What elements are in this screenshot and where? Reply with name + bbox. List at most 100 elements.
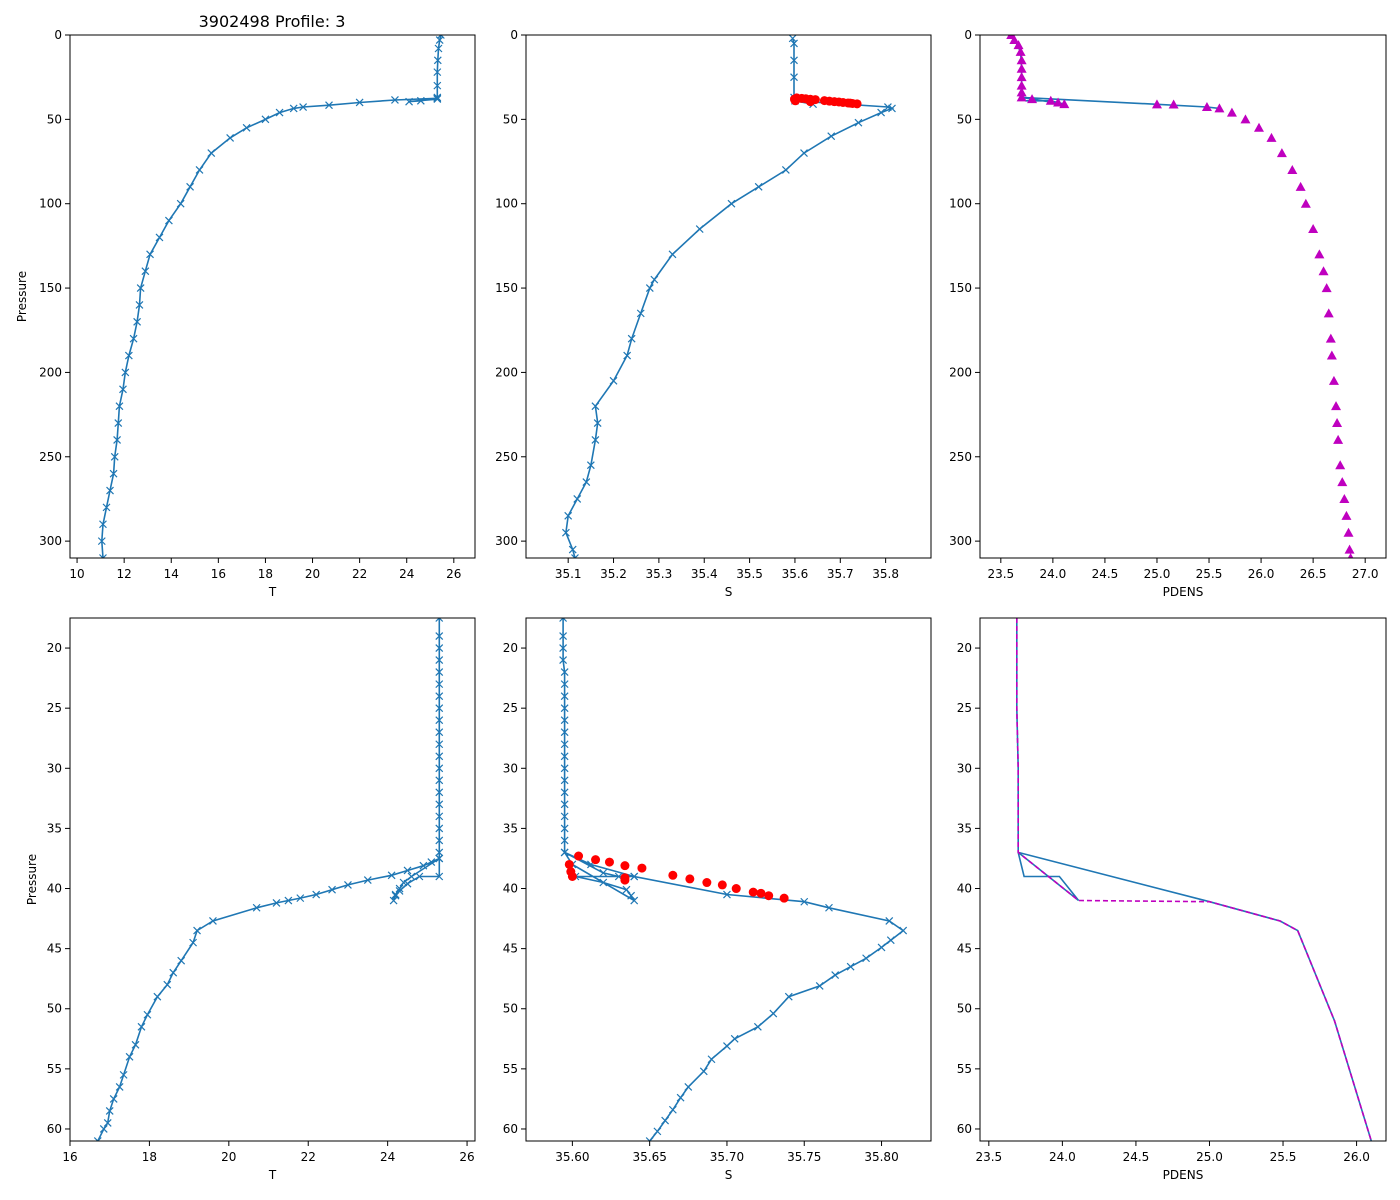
series-line: [100, 35, 442, 558]
y-tick-label: 300: [495, 534, 518, 548]
x-tick-label: 22: [301, 1150, 316, 1164]
data-point-x: [800, 149, 808, 158]
y-tick-label: 60: [47, 1122, 62, 1136]
data-point-x: [387, 871, 396, 880]
data-point-x: [645, 1137, 654, 1141]
data-point-x: [363, 876, 372, 885]
data-point-x: [591, 435, 600, 444]
x-tick-label: 18: [142, 1150, 157, 1164]
data-point-x: [435, 752, 444, 761]
plot-area: [559, 618, 908, 1141]
data-point-x: [102, 503, 111, 512]
x-tick-label: 25.5: [1270, 1150, 1297, 1164]
flagged-point: [852, 99, 862, 109]
data-point-x: [435, 716, 444, 725]
data-point-x: [131, 1040, 140, 1049]
data-point-x: [825, 903, 833, 912]
x-tick-label: 24.5: [1092, 567, 1119, 581]
data-point-triangle: [1013, 40, 1024, 50]
data-point-x: [407, 872, 416, 881]
x-tick-label: 25.0: [1144, 567, 1171, 581]
data-point-x: [877, 108, 886, 117]
data-point-x: [124, 351, 133, 360]
x-tick-label: 20: [221, 1150, 236, 1164]
data-point-x: [707, 1055, 716, 1064]
data-point-x: [433, 94, 442, 103]
data-point-x: [630, 896, 639, 905]
y-tick-label: 30: [503, 761, 518, 775]
series-t: [93, 618, 444, 1141]
x-tick-label: 35.60: [555, 1150, 589, 1164]
x-tick-label: 23.5: [975, 1150, 1002, 1164]
y-tick-label: 200: [495, 365, 518, 379]
data-point-triangle: [1168, 99, 1179, 109]
data-point-triangle: [1300, 198, 1311, 208]
data-point-x: [560, 812, 569, 821]
data-point-x: [135, 301, 144, 309]
data-point-x: [815, 981, 824, 990]
data-point-x: [177, 956, 186, 965]
data-point-x: [784, 992, 793, 1001]
data-point-x: [242, 123, 251, 132]
data-point-triangle: [1321, 283, 1332, 293]
data-point-x: [599, 868, 608, 877]
plot-area: [1016, 618, 1373, 1141]
data-point-x: [143, 1010, 152, 1019]
data-point-x: [636, 309, 645, 318]
y-tick-label: 45: [957, 942, 972, 956]
data-point-x: [389, 896, 398, 905]
y-tick-label: 50: [503, 1002, 518, 1016]
x-tick-label: 26: [459, 1150, 474, 1164]
data-point-x: [573, 495, 582, 503]
data-point-triangle: [1318, 266, 1329, 276]
plot-area: [97, 35, 445, 558]
data-point-x: [560, 668, 569, 677]
data-point-x: [560, 692, 569, 701]
y-tick-label: 100: [949, 197, 972, 211]
x-axis-label: S: [725, 585, 733, 599]
data-point-x: [129, 334, 138, 343]
data-point-x: [591, 402, 600, 411]
data-point-triangle: [1295, 181, 1306, 191]
data-point-x: [415, 872, 424, 881]
y-tick-label: 20: [47, 641, 62, 655]
plot-area: [93, 618, 444, 1141]
data-point-x: [99, 554, 107, 558]
data-point-x: [163, 980, 172, 989]
x-tick-label: 25.5: [1196, 567, 1223, 581]
data-point-triangle: [1325, 333, 1336, 343]
data-point-x: [790, 39, 798, 48]
data-point-x: [435, 692, 444, 701]
x-tick-label: 24: [399, 567, 414, 581]
y-tick-label: 150: [949, 281, 972, 295]
data-point-x: [571, 554, 579, 558]
data-point-x: [435, 788, 444, 797]
data-point-x: [586, 461, 595, 470]
y-tick-label: 20: [503, 641, 518, 655]
data-point-triangle: [1287, 164, 1298, 174]
data-point-triangle: [1015, 46, 1026, 56]
y-tick-label: 50: [503, 112, 518, 126]
data-point-x: [186, 182, 195, 191]
data-point-x: [109, 469, 118, 478]
data-point-x: [661, 1116, 670, 1125]
y-tick-label: 300: [949, 534, 972, 548]
x-tick-label: 20: [305, 567, 320, 581]
data-point-x: [435, 632, 444, 640]
data-point-x: [599, 878, 608, 887]
x-tick-label: 14: [164, 567, 179, 581]
series-pdens: [1006, 35, 1355, 558]
y-tick-label: 55: [503, 1062, 518, 1076]
data-point-x: [146, 250, 154, 259]
data-point-x: [119, 1070, 128, 1079]
data-point-triangle: [1328, 375, 1339, 385]
data-point-triangle: [1214, 103, 1225, 113]
data-point-x: [699, 1067, 708, 1076]
data-point-triangle: [1326, 350, 1337, 360]
data-point-triangle: [1253, 122, 1264, 132]
y-tick-label: 30: [957, 761, 972, 775]
data-point-x: [627, 334, 636, 343]
data-point-triangle: [1337, 477, 1348, 487]
data-point-x: [169, 968, 178, 977]
